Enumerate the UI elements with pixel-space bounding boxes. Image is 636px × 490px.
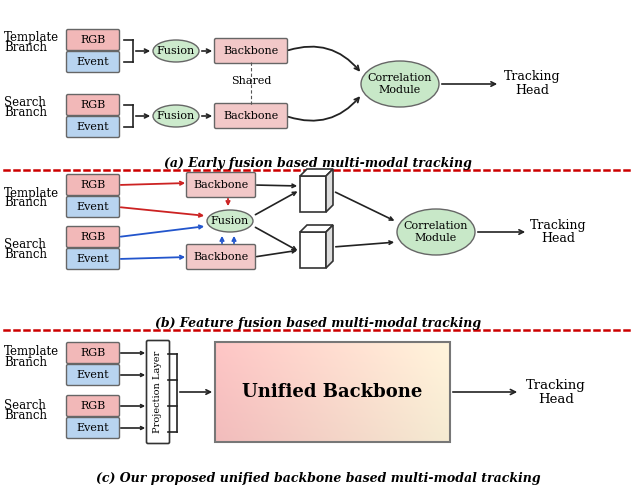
Text: Branch: Branch [4,356,47,368]
Text: Shared: Shared [231,76,271,86]
Text: Correlation
Module: Correlation Module [404,221,468,243]
Text: Tracking: Tracking [504,71,560,83]
Polygon shape [326,225,333,268]
FancyBboxPatch shape [67,51,120,73]
FancyBboxPatch shape [67,226,120,247]
FancyBboxPatch shape [214,39,287,64]
Text: RGB: RGB [80,232,106,242]
FancyBboxPatch shape [67,95,120,116]
Text: Fusion: Fusion [157,111,195,121]
Text: Correlation
Module: Correlation Module [368,73,432,95]
Text: Backbone: Backbone [193,252,249,262]
Text: Fusion: Fusion [157,46,195,56]
Text: Event: Event [77,202,109,212]
Text: RGB: RGB [80,180,106,190]
Ellipse shape [397,209,475,255]
Polygon shape [300,232,326,268]
Text: (a) Early fusion based multi-modal tracking: (a) Early fusion based multi-modal track… [164,156,472,170]
Text: Fusion: Fusion [211,216,249,226]
Ellipse shape [153,105,199,127]
Text: Search: Search [4,398,46,412]
Text: (b) Feature fusion based multi-modal tracking: (b) Feature fusion based multi-modal tra… [155,317,481,329]
Text: RGB: RGB [80,401,106,411]
Ellipse shape [153,40,199,62]
FancyBboxPatch shape [214,103,287,128]
Text: Event: Event [77,370,109,380]
FancyBboxPatch shape [67,196,120,218]
FancyBboxPatch shape [67,395,120,416]
Ellipse shape [361,61,439,107]
Text: RGB: RGB [80,35,106,45]
Text: Event: Event [77,423,109,433]
Text: Search: Search [4,97,46,109]
Polygon shape [300,225,333,232]
FancyBboxPatch shape [186,172,256,197]
Text: RGB: RGB [80,348,106,358]
Text: Event: Event [77,122,109,132]
FancyBboxPatch shape [67,29,120,50]
Polygon shape [300,169,333,176]
Text: Branch: Branch [4,409,47,421]
FancyBboxPatch shape [67,248,120,270]
Text: Backbone: Backbone [193,180,249,190]
FancyBboxPatch shape [67,343,120,364]
Polygon shape [326,169,333,212]
Text: Template: Template [4,187,59,199]
Text: (c) Our proposed unified backbone based multi-modal tracking: (c) Our proposed unified backbone based … [95,471,541,485]
FancyBboxPatch shape [67,117,120,138]
Text: Backbone: Backbone [223,111,279,121]
Text: Event: Event [77,254,109,264]
Polygon shape [300,176,326,212]
Text: Event: Event [77,57,109,67]
Text: Branch: Branch [4,196,47,210]
Text: Head: Head [538,392,574,406]
FancyBboxPatch shape [67,174,120,196]
Text: Backbone: Backbone [223,46,279,56]
Text: Projection Layer: Projection Layer [153,351,163,433]
Text: Template: Template [4,345,59,359]
FancyBboxPatch shape [67,365,120,386]
Text: Branch: Branch [4,106,47,120]
FancyBboxPatch shape [186,245,256,270]
FancyBboxPatch shape [146,341,170,443]
Text: Head: Head [541,232,575,245]
Text: RGB: RGB [80,100,106,110]
Text: Head: Head [515,84,549,98]
Text: Template: Template [4,31,59,45]
Text: Branch: Branch [4,42,47,54]
Text: Tracking: Tracking [530,219,586,231]
Text: Tracking: Tracking [526,378,586,392]
Text: Branch: Branch [4,248,47,262]
FancyBboxPatch shape [67,417,120,439]
Text: Search: Search [4,239,46,251]
Text: Unified Backbone: Unified Backbone [242,383,423,401]
Ellipse shape [207,210,253,232]
